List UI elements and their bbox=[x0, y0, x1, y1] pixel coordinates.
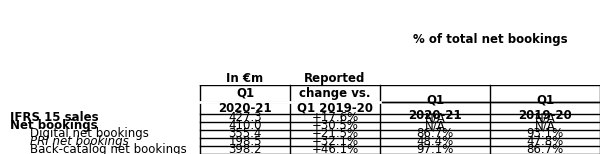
Text: N/A: N/A bbox=[425, 119, 445, 132]
Text: Digital net bookings: Digital net bookings bbox=[30, 127, 149, 140]
Text: +32.1%: +32.1% bbox=[311, 135, 359, 148]
Text: +21.5%: +21.5% bbox=[311, 127, 359, 140]
Text: In €m
Q1
2020-21: In €m Q1 2020-21 bbox=[218, 72, 272, 115]
Text: Q1
2019-20: Q1 2019-20 bbox=[518, 94, 572, 122]
Text: N/A: N/A bbox=[425, 111, 445, 124]
Text: Q1
2020-21: Q1 2020-21 bbox=[408, 94, 462, 122]
Text: 93.1%: 93.1% bbox=[526, 127, 563, 140]
Text: 398.2: 398.2 bbox=[228, 144, 262, 154]
Text: 355.4: 355.4 bbox=[229, 127, 262, 140]
Text: +30.5%: +30.5% bbox=[311, 119, 358, 132]
Text: +46.1%: +46.1% bbox=[311, 144, 359, 154]
Text: 48.4%: 48.4% bbox=[416, 135, 454, 148]
Text: 427.3: 427.3 bbox=[228, 111, 262, 124]
Text: Reported
change vs.
Q1 2019-20: Reported change vs. Q1 2019-20 bbox=[297, 72, 373, 115]
Text: N/A: N/A bbox=[535, 119, 556, 132]
Text: % of total net bookings: % of total net bookings bbox=[413, 33, 568, 46]
Text: 97.1%: 97.1% bbox=[416, 144, 454, 154]
Text: PRI net bookings: PRI net bookings bbox=[30, 135, 129, 148]
Text: +17.6%: +17.6% bbox=[311, 111, 359, 124]
Text: Net bookings: Net bookings bbox=[10, 119, 98, 132]
Text: 86.7%: 86.7% bbox=[526, 144, 563, 154]
Text: 86.7%: 86.7% bbox=[416, 127, 454, 140]
Text: IFRS 15 sales: IFRS 15 sales bbox=[10, 111, 98, 124]
Text: N/A: N/A bbox=[535, 111, 556, 124]
Text: 47.8%: 47.8% bbox=[526, 135, 563, 148]
Text: 410.0: 410.0 bbox=[228, 119, 262, 132]
Text: 198.5: 198.5 bbox=[228, 135, 262, 148]
Text: Back-catalog net bookings: Back-catalog net bookings bbox=[30, 144, 187, 154]
